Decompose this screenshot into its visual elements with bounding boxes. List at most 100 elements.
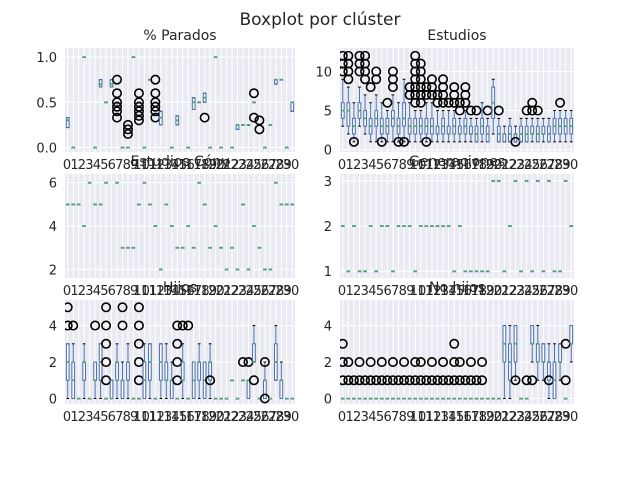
box-group	[230, 146, 234, 149]
box-group	[290, 203, 295, 206]
box-group	[457, 225, 462, 227]
x-tick-label: 0	[338, 410, 346, 425]
outlier-point	[443, 97, 454, 108]
box-group	[224, 268, 229, 271]
outlier-point	[248, 88, 259, 99]
box-group	[235, 268, 240, 271]
box-group	[68, 320, 79, 400]
outlier-point	[343, 50, 354, 61]
outlier-point	[410, 375, 421, 386]
x-tick-label: 23	[230, 284, 247, 299]
outlier-point	[387, 66, 398, 77]
box-group	[230, 246, 234, 249]
box-group	[443, 375, 454, 400]
x-tick-label: 18	[193, 284, 210, 299]
x-tick-label: 25	[524, 410, 541, 425]
box-group	[376, 357, 387, 400]
box-group	[284, 203, 289, 206]
x-tick-label: 9	[130, 410, 138, 425]
x-tick-label: 11	[141, 158, 158, 173]
x-tick-label: 14	[440, 410, 457, 425]
plot-area	[340, 300, 574, 404]
box-group	[115, 343, 119, 400]
x-tick-label: 20	[486, 158, 503, 173]
box-group	[407, 225, 412, 227]
box-group	[493, 105, 504, 143]
box-group	[404, 375, 415, 400]
x-tick-label: 25	[245, 284, 262, 299]
x-tick-labels: 0 1 2 3 4 5 6 7 8 9101112131415161718192021222324…	[338, 410, 578, 425]
x-tick-label: 26	[253, 158, 270, 173]
x-tick-label: 12	[148, 158, 165, 173]
x-tick-label: 16	[455, 410, 472, 425]
box-group	[246, 268, 251, 271]
outlier-point	[421, 375, 432, 386]
x-tick-label: 26	[531, 284, 548, 299]
y-tick-label: 2	[324, 356, 332, 371]
box-group	[496, 397, 501, 400]
x-tick-label: 22	[223, 410, 240, 425]
box-group	[93, 203, 97, 206]
box-group	[365, 357, 376, 400]
box-group	[399, 78, 410, 147]
box-group	[432, 375, 443, 400]
box-group	[164, 203, 169, 206]
box-group	[101, 302, 112, 400]
x-tick-label: 8	[399, 284, 407, 299]
outlier-point	[371, 66, 382, 77]
box-group	[235, 397, 240, 400]
box-iqr	[191, 97, 196, 110]
box-group	[555, 97, 566, 143]
box-group	[65, 302, 73, 400]
outlier-point	[399, 375, 410, 386]
boxes-layer	[65, 181, 295, 271]
outlier-point	[393, 375, 404, 386]
y-tick-label: 6	[49, 177, 57, 192]
box-group	[279, 203, 284, 206]
box-group	[435, 225, 440, 227]
x-tick-label: 1	[345, 410, 353, 425]
box-iqr	[402, 102, 406, 127]
x-tick-label: 3	[85, 158, 93, 173]
x-tick-label: 22	[223, 158, 240, 173]
box-group	[541, 343, 546, 381]
x-tick-label: 5	[100, 410, 108, 425]
x-tick-label: 18	[471, 158, 488, 173]
box-group	[485, 270, 490, 273]
box-group	[65, 203, 70, 206]
x-tick-label: 16	[178, 410, 195, 425]
box-group	[263, 268, 267, 271]
box-group	[348, 375, 359, 400]
x-tick-label: 8	[123, 284, 131, 299]
outlier-point	[354, 357, 365, 368]
box-group	[524, 179, 529, 182]
x-tick-label: 21	[216, 410, 233, 425]
x-tick-label: 0	[63, 410, 71, 425]
box-group	[510, 325, 521, 386]
x-tick-label: 16	[178, 158, 195, 173]
x-tick-label: 21	[493, 158, 510, 173]
box-group	[183, 320, 194, 400]
box-iqr	[109, 79, 114, 88]
box-group	[491, 78, 496, 135]
outlier-point	[438, 74, 449, 85]
box-group	[541, 117, 546, 143]
x-tick-label: 2	[353, 158, 361, 173]
box-group	[158, 343, 163, 400]
box-group	[191, 246, 196, 249]
box-group	[205, 343, 216, 400]
box-group	[413, 270, 418, 273]
box-group	[148, 203, 152, 206]
outlier-point	[443, 375, 454, 386]
outlier-point	[354, 50, 365, 61]
x-tick-label: 19	[478, 158, 495, 173]
box-group	[552, 270, 557, 273]
box-group	[142, 343, 147, 400]
box-group	[519, 117, 523, 143]
x-tick-label: 11	[417, 410, 434, 425]
box-group	[485, 397, 490, 400]
x-tick-label: 23	[509, 284, 526, 299]
